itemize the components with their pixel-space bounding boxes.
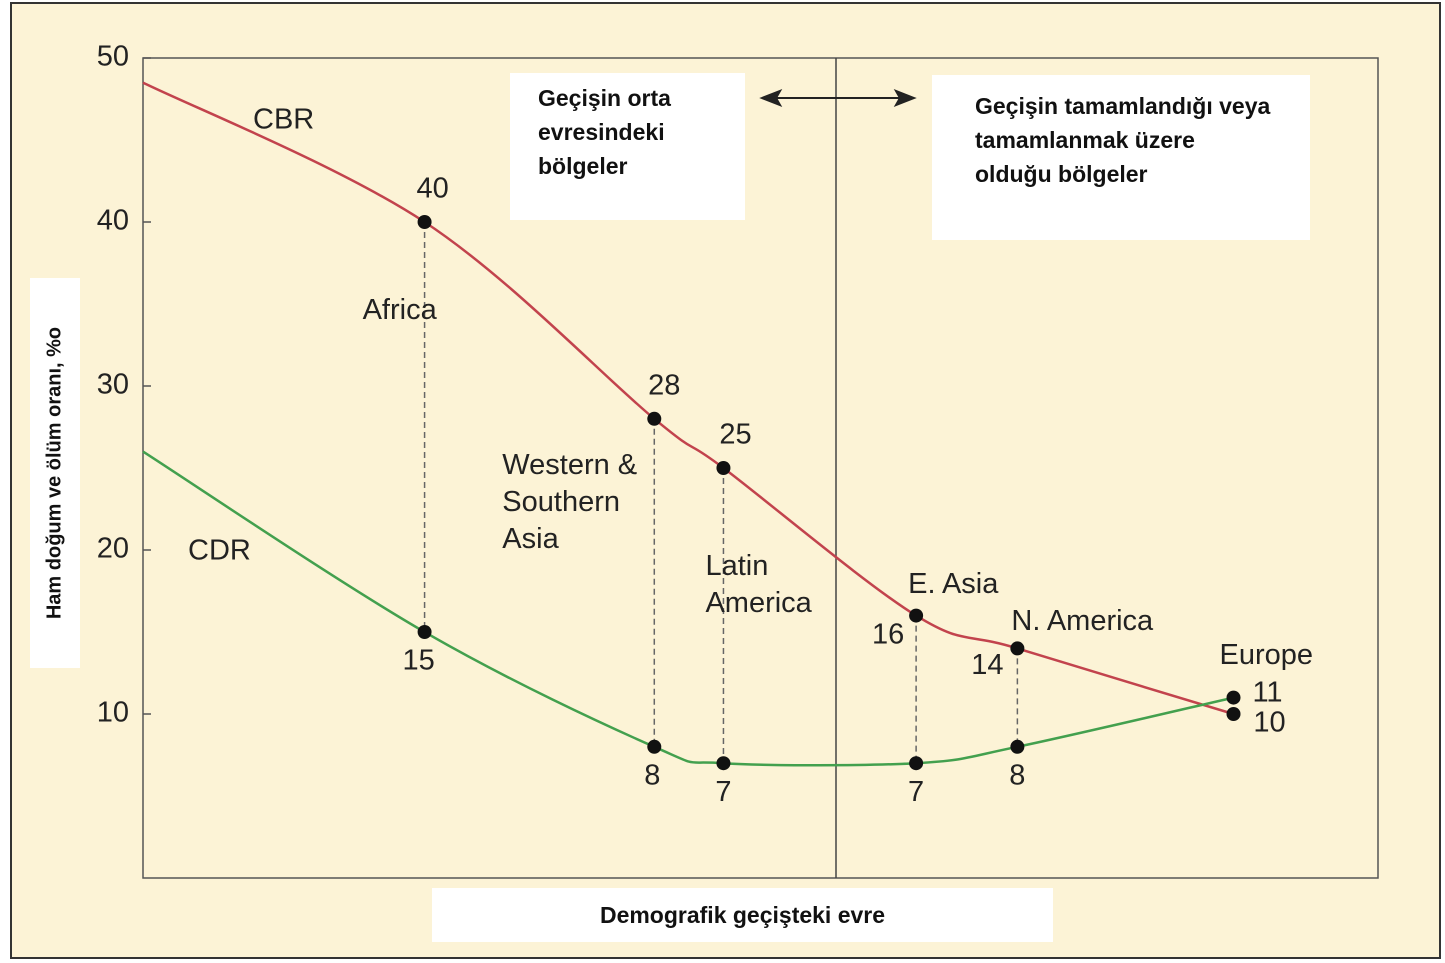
annotation: Geçişin tamamlandığı veya tamamlanmak üz… — [975, 93, 1271, 187]
value-label: 10 — [1253, 707, 1285, 739]
category-label: Europe — [1219, 639, 1314, 671]
data-point — [647, 411, 662, 426]
value-label: 14 — [971, 649, 1003, 681]
y-label-box — [30, 278, 80, 668]
value-label: 16 — [872, 618, 904, 650]
data-point — [417, 215, 432, 229]
y-tick-label: 20 — [97, 533, 129, 565]
value-label: 28 — [648, 369, 680, 401]
data-point — [1226, 707, 1241, 721]
data-point — [909, 608, 924, 623]
note-box — [932, 75, 1310, 240]
value-label: 11 — [1252, 676, 1282, 708]
data-point — [909, 756, 924, 771]
category-label: Western & Southern Asia — [502, 448, 638, 555]
y-tick-label: 30 — [97, 369, 129, 401]
value-label: 8 — [1009, 759, 1025, 791]
data-point — [647, 739, 662, 754]
y-axis-label: Ham doğum ve ölüm oranı, %o — [43, 326, 66, 620]
value-label: 8 — [644, 759, 660, 791]
annotation: Geçişin orta evresindeki bölgeler — [538, 85, 671, 179]
y-tick-label: 40 — [97, 205, 129, 237]
series-name: CBR — [253, 103, 314, 135]
double-arrow — [759, 89, 917, 107]
series-name: CDR — [188, 534, 251, 566]
y-tick-label: 10 — [97, 697, 129, 729]
data-point — [1010, 739, 1025, 754]
note-box — [510, 73, 745, 220]
y-tick-label: 50 — [97, 41, 129, 73]
value-label: 40 — [416, 173, 448, 205]
value-label: 25 — [719, 419, 751, 451]
category-label: Africa — [362, 294, 437, 326]
data-point — [716, 756, 731, 771]
value-label: 7 — [715, 776, 731, 808]
data-point — [716, 461, 731, 475]
value-label: 7 — [908, 776, 924, 808]
category-label: N. America — [1011, 605, 1154, 638]
x-axis-label: Demografik geçişteki evre — [599, 902, 886, 928]
data-point — [1010, 641, 1025, 656]
x-label-box — [432, 888, 1053, 942]
data-point — [417, 625, 432, 639]
data-point — [1226, 690, 1241, 705]
category-label: Latin America — [705, 550, 812, 619]
value-label: 15 — [402, 645, 434, 677]
category-label: E. Asia — [908, 567, 999, 600]
